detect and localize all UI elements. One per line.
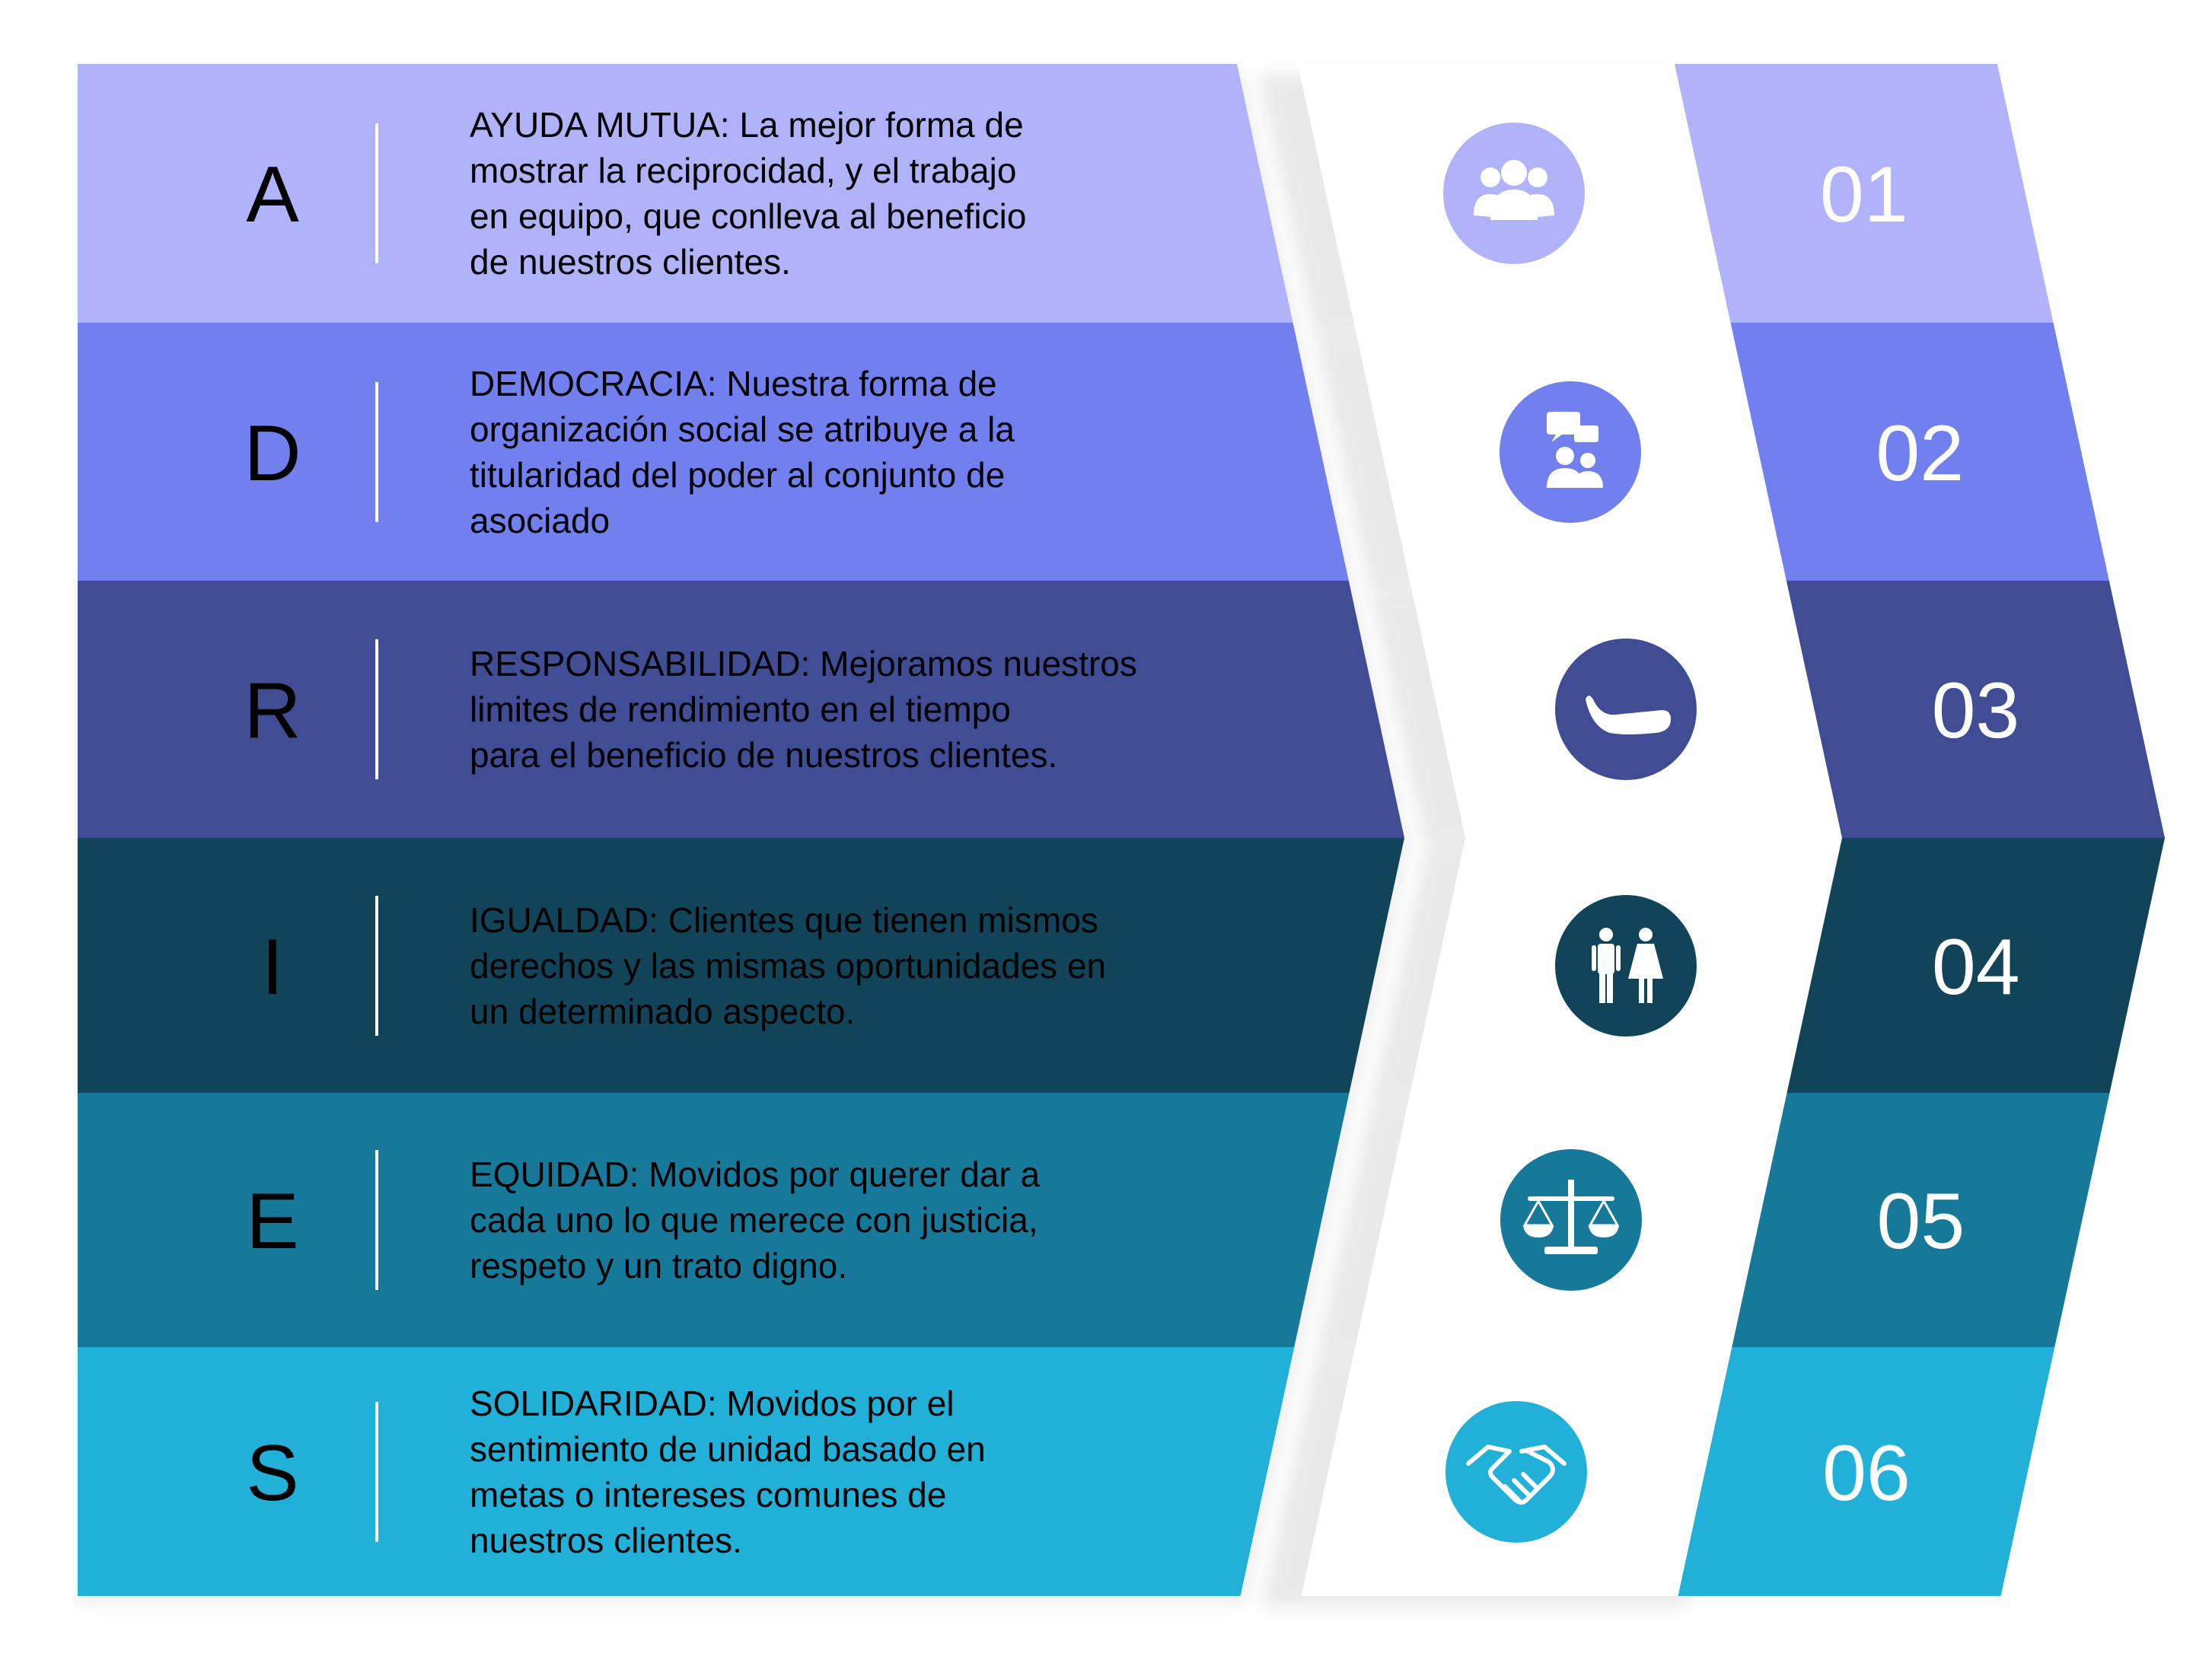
value-row: R RESPONSABILIDAD: Mejoramos nuestros limi…: [0, 0, 2019, 780]
value-letter: S: [246, 1429, 299, 1518]
group-users-icon: [1443, 123, 1586, 264]
discussion-icon: [1499, 381, 1641, 523]
value-number: 02: [1876, 409, 1965, 498]
value-divider: [375, 381, 378, 522]
value-divider: [375, 895, 378, 1036]
value-divider: [375, 639, 378, 779]
description-line: un determinado aspecto.: [470, 991, 856, 1031]
value-band-5: [78, 1093, 1350, 1347]
man-woman-icon: [1555, 894, 1697, 1037]
value-number: 03: [1931, 667, 2020, 755]
description-line: titularidad del poder al conjunto de: [470, 454, 1006, 495]
description-line: de nuestros clientes.: [470, 242, 791, 282]
description-line: EQUIDAD: Movidos por querer dar a: [470, 1155, 1041, 1194]
value-description: DEMOCRACIA: Nuestra forma de organización…: [470, 361, 1139, 543]
value-band-6: [78, 1347, 1295, 1596]
number-chevron-2: [1730, 323, 2109, 581]
value-number: 06: [1822, 1429, 1911, 1518]
number-chevron-3: [1786, 581, 2165, 838]
description-line: DEMOCRACIA: Nuestra forma de: [470, 363, 997, 403]
value-letter: I: [261, 922, 284, 1011]
value-description: IGUALDAD: Clientes que tienen mismos dere…: [470, 897, 1139, 1034]
description-line: organización social se atribuye a la: [470, 409, 1015, 449]
description-line: derechos y las mismas oportunidades en: [470, 945, 1107, 986]
value-divider: [375, 1401, 378, 1542]
value-letter: E: [246, 1177, 299, 1266]
number-chevron-1: [1675, 64, 2054, 323]
description-line: RESPONSABILIDAD: Mejoramos nuestros: [470, 644, 1137, 683]
value-number: 01: [1819, 151, 1908, 239]
value-description: EQUIDAD: Movidos por querer dar a cada un…: [470, 1151, 1139, 1288]
value-letter: D: [244, 409, 301, 498]
value-divider: [375, 1150, 378, 1290]
number-chevron-6: [1678, 1347, 2055, 1596]
description-line: cada uno lo que merece con justicia,: [470, 1200, 1038, 1240]
value-row: I IGUALDAD: Clientes que tienen mismos der…: [0, 0, 2020, 1037]
handshake-icon: [1445, 1400, 1588, 1543]
description-line: mostrar la reciprocidad, y el trabajo: [470, 151, 1017, 190]
description-line: IGUALDAD: Clientes que tienen mismos: [470, 900, 1098, 940]
description-line: AYUDA MUTUA: La mejor forma de: [470, 105, 1024, 145]
value-description: AYUDA MUTUA: La mejor forma de mostrar la…: [470, 102, 1139, 285]
value-divider: [375, 123, 378, 263]
value-row: E EQUIDAD: Movidos por querer dar a cada u…: [0, 0, 1965, 1291]
value-number: 05: [1876, 1177, 1965, 1266]
number-chevron-5: [1732, 1093, 2110, 1347]
value-band-3: [78, 581, 1404, 838]
value-letter: R: [244, 667, 301, 755]
value-letter: A: [246, 151, 299, 239]
value-row: S SOLIDARIDAD: Movidos por el sentimiento …: [0, 0, 1910, 1560]
description-line: en equipo, que conlleva al beneficio: [470, 196, 1027, 236]
description-line: para el beneficio de nuestros clientes.: [470, 735, 1058, 775]
number-chevron-4: [1786, 838, 2165, 1093]
value-band-2: [78, 323, 1349, 581]
open-hand-icon: [1554, 639, 1697, 780]
description-line: asociado: [470, 500, 610, 540]
scales-icon: [1500, 1149, 1642, 1291]
description-line: SOLIDARIDAD: Movidos por el: [470, 1383, 955, 1423]
description-line: metas o intereses comunes de: [470, 1474, 947, 1515]
description-line: sentimiento de unidad basado en: [470, 1429, 986, 1469]
description-line: limites de rendimiento en el tiempo: [470, 690, 1011, 729]
value-band-1: [78, 64, 1293, 323]
value-row: D DEMOCRACIA: Nuestra forma de organizació…: [0, 0, 1964, 540]
value-description: RESPONSABILIDAD: Mejoramos nuestros limit…: [470, 641, 1139, 778]
value-band-4: [78, 838, 1404, 1093]
description-line: nuestros clientes.: [470, 1520, 742, 1560]
value-number: 04: [1931, 922, 2020, 1011]
value-description: SOLIDARIDAD: Movidos por el sentimiento d…: [470, 1381, 1139, 1563]
value-row: A AYUDA MUTUA: La mejor forma de mostrar l…: [0, 0, 1908, 282]
description-line: respeto y un trato digno.: [470, 1246, 848, 1285]
